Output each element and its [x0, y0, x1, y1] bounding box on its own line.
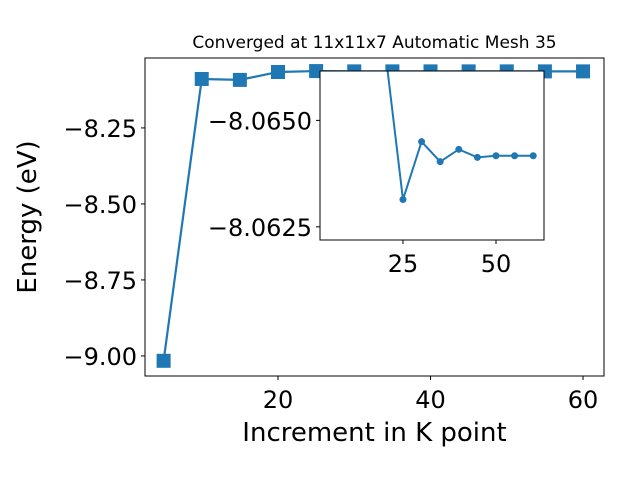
x-axis-label: Increment in K point	[242, 418, 506, 448]
x-tick-label: 50	[481, 250, 512, 278]
y-axis-label: Energy (eV)	[13, 140, 43, 293]
marker	[492, 152, 500, 160]
x-tick-label: 60	[568, 386, 599, 414]
axes-frame	[319, 70, 545, 241]
marker	[576, 64, 591, 79]
y-tick-label: −8.0625	[208, 214, 312, 242]
marker	[455, 145, 463, 153]
marker	[529, 152, 537, 160]
marker	[473, 153, 481, 161]
y-tick-label: −8.75	[63, 267, 137, 295]
plot-area	[386, 71, 537, 204]
axes-frame	[144, 57, 605, 377]
chart-title: Converged at 11x11x7 Automatic Mesh 35	[192, 33, 556, 53]
marker	[156, 353, 171, 368]
y-tick-label: −9.00	[63, 343, 137, 371]
marker	[418, 138, 426, 146]
x-tick-label: 20	[263, 386, 294, 414]
marker	[194, 71, 209, 86]
marker	[436, 158, 444, 166]
marker	[270, 64, 285, 79]
marker	[511, 152, 519, 160]
marker	[232, 72, 247, 87]
y-tick-label: −8.0650	[208, 107, 312, 135]
y-tick-label: −8.50	[63, 191, 137, 219]
marker	[399, 196, 407, 204]
y-tick-label: −8.25	[63, 115, 137, 143]
x-tick-label: 25	[388, 250, 419, 278]
x-tick-label: 40	[415, 386, 446, 414]
